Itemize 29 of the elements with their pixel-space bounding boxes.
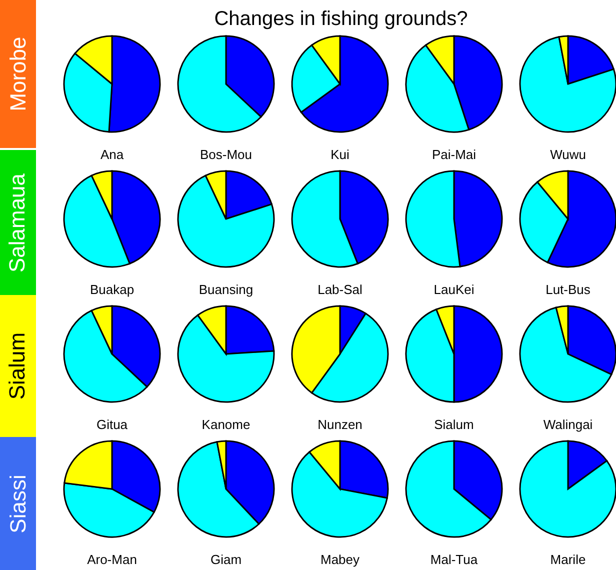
text: Lut-Bus: [546, 282, 591, 297]
pie-slice: [519, 440, 616, 538]
pie-slice: [519, 36, 616, 133]
text: Ana: [100, 147, 124, 162]
text: Pai-Mai: [432, 147, 476, 162]
text: Buakap: [90, 282, 134, 297]
text: Aro-Man: [87, 552, 137, 567]
text: Kanome: [202, 417, 250, 432]
pie-slice: [519, 306, 612, 403]
text: Giam: [210, 552, 242, 567]
text: Buansing: [198, 282, 254, 297]
text: Mabey: [320, 552, 360, 567]
text: Siassi: [5, 474, 31, 533]
text: Changes in fishing grounds?: [213, 8, 469, 31]
text: LauKei: [434, 282, 474, 297]
text: Sialum: [434, 417, 474, 432]
pie-slice: [177, 174, 275, 268]
text: Marile: [550, 552, 586, 567]
text: Mal-Tua: [430, 552, 478, 567]
text: Salamaua: [5, 172, 31, 272]
text: Bos-Mou: [200, 147, 252, 162]
text: Walingai: [543, 417, 593, 432]
text: Nunzen: [318, 417, 362, 432]
text: Wuwu: [550, 147, 586, 162]
text: Morobe: [5, 36, 31, 112]
text: Lab-Sal: [318, 282, 363, 297]
text: Kui: [330, 147, 350, 162]
text: Sialum: [5, 332, 31, 400]
text: Gitua: [96, 417, 128, 432]
